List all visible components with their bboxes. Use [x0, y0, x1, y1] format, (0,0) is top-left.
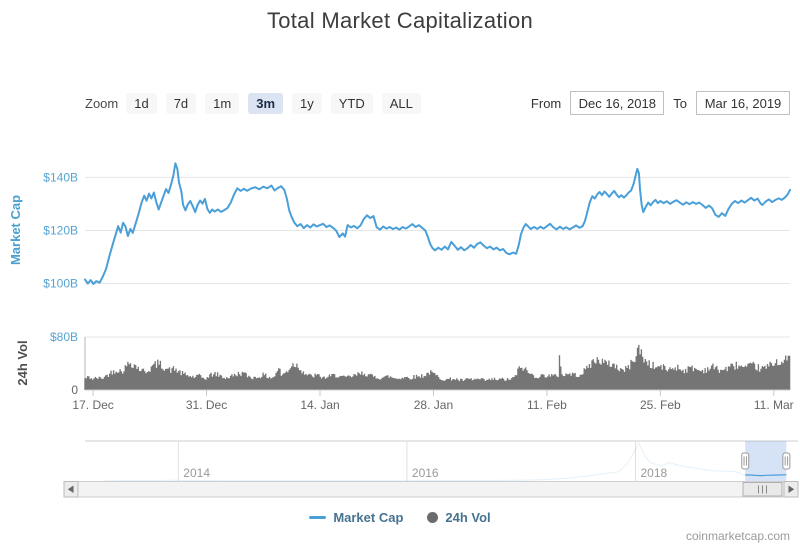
market-cap-line-marker: [309, 515, 327, 519]
y-axis-tick-label: $80B: [50, 330, 78, 344]
zoom-label: Zoom: [85, 95, 119, 111]
handle-grip-icon: [741, 452, 750, 470]
navigator-year-label: 2018: [641, 466, 668, 480]
x-axis-tick-label: 31. Dec: [186, 398, 227, 412]
y-axis-tick-label: $100B: [43, 277, 78, 291]
navigator[interactable]: 2014 2016 2018: [85, 440, 798, 482]
range-selector: Zoom 1d 7d 1m 3m 1y YTD ALL: [85, 92, 430, 114]
scrollbar[interactable]: [63, 481, 799, 498]
market-cap-panel[interactable]: $100B $120B $140B Market Cap: [8, 162, 791, 291]
volume-panel[interactable]: 0 $80B 24h Vol: [15, 330, 791, 397]
page-title: Total Market Capitalization: [266, 8, 534, 33]
navigator-series-faint: [103, 441, 787, 482]
volume-dot-marker: [427, 511, 439, 523]
range-button-1m[interactable]: 1m: [205, 92, 240, 114]
navigator-left-handle[interactable]: [741, 452, 750, 470]
volume-axis-title: 24h Vol: [15, 340, 30, 385]
legend-label-24h-vol: 24h Vol: [445, 509, 491, 525]
range-button-1y[interactable]: 1y: [292, 92, 322, 114]
to-date-input[interactable]: [696, 91, 790, 115]
navigator-right-handle[interactable]: [782, 452, 791, 470]
handle-grip-icon: [782, 452, 791, 470]
x-axis-tick-label: 25. Feb: [640, 398, 681, 412]
date-range-inputs: From To: [522, 91, 790, 115]
range-button-ytd[interactable]: YTD: [330, 92, 373, 114]
from-date-input[interactable]: [570, 91, 665, 115]
chart-legend: Market Cap 24h Vol: [0, 506, 800, 528]
navigator-year-label: 2014: [183, 466, 210, 480]
watermark: coinmarketcap.com: [685, 529, 790, 543]
left-arrow-icon: [67, 485, 74, 493]
range-button-3m[interactable]: 3m: [248, 92, 284, 114]
chart-toolbar: Zoom 1d 7d 1m 3m 1y YTD ALL From To: [85, 91, 790, 115]
x-axis-tick-label: 28. Jan: [414, 398, 453, 412]
y-axis-tick-label: 0: [71, 383, 78, 397]
y-axis-tick-label: $120B: [43, 223, 78, 237]
right-arrow-icon: [788, 485, 795, 493]
x-axis-tick-label: 17. Dec: [72, 398, 113, 412]
market-cap-axis-title: Market Cap: [8, 195, 23, 265]
navigator-year-label: 2016: [412, 466, 439, 480]
y-axis-tick-label: $140B: [43, 170, 78, 184]
to-label: To: [673, 95, 687, 111]
x-axis: 17. Dec 31. Dec 14. Jan 28. Jan 11. Feb 25. F…: [72, 389, 794, 412]
chart-plot-area[interactable]: $100B $120B $140B Market Cap 0 $80B 24h Vol 17.…: [0, 140, 800, 500]
legend-label-market-cap: Market Cap: [333, 509, 404, 525]
legend-item-24h-vol[interactable]: 24h Vol: [427, 509, 491, 525]
range-button-all[interactable]: ALL: [381, 92, 421, 114]
navigator-selected-range[interactable]: [745, 441, 787, 481]
scrollbar-track[interactable]: [63, 481, 799, 498]
from-label: From: [530, 95, 562, 111]
market-cap-line[interactable]: [84, 162, 791, 285]
volume-bars[interactable]: [84, 344, 791, 390]
x-axis-tick-label: 11. Mar: [754, 398, 794, 412]
range-button-7d[interactable]: 7d: [165, 92, 197, 114]
range-button-1d[interactable]: 1d: [126, 92, 157, 114]
legend-item-market-cap[interactable]: Market Cap: [309, 510, 403, 525]
x-axis-tick-label: 14. Jan: [300, 398, 339, 412]
x-axis-tick-label: 11. Feb: [527, 398, 567, 412]
